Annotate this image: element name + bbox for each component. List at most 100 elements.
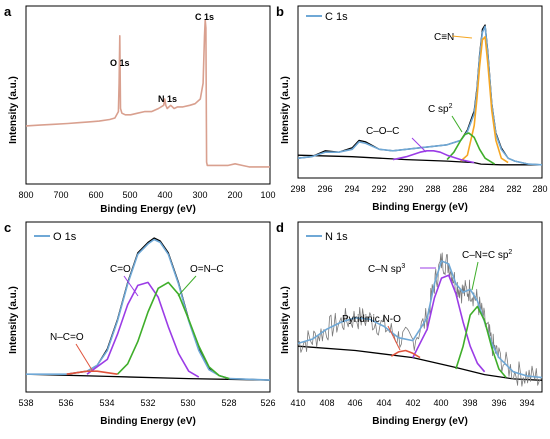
annotation-cnc: C–N=C sp2 (462, 249, 512, 261)
panel-letter-c: c (4, 220, 11, 235)
panel-letter-a: a (4, 4, 12, 19)
series-group-a (25, 19, 270, 168)
x-ticks-a: 800 700 600 500 400 300 200 100 (18, 190, 275, 200)
x-tick-c-2: 534 (99, 398, 114, 408)
series-line-d-1 (297, 252, 543, 387)
x-axis-label-b: Binding Energy (eV) (372, 202, 468, 213)
series-line-d-5 (390, 349, 421, 359)
panel-c: c Intensity (a.u.) O 1s 538 536 534 532 … (4, 220, 276, 427)
series-line-c-5 (66, 370, 118, 375)
x-axis-label-d: Binding Energy (eV) (372, 416, 468, 427)
x-tick-d-4: 402 (405, 398, 420, 408)
x-tick-b-5: 288 (425, 184, 440, 194)
x-tick-c-1: 536 (58, 398, 73, 408)
annotation-co: C=O (110, 264, 131, 275)
x-tick-b-4: 290 (398, 184, 413, 194)
x-tick-b-8: 282 (506, 184, 521, 194)
series-line-c-1 (26, 237, 271, 381)
panel-letter-b: b (276, 4, 284, 19)
series-line-b-1 (297, 24, 543, 166)
series-line-b-2 (297, 25, 543, 166)
x-tick-a-3: 500 (122, 190, 137, 200)
x-tick-d-0: 410 (290, 398, 305, 408)
x-axis-label-c: Binding Energy (eV) (100, 416, 196, 427)
annotation-coc-pointer (411, 137, 427, 153)
annotation-pyridinic: Pyridinic N-O (342, 314, 401, 325)
legend-d: N 1s (306, 231, 348, 243)
x-tick-b-7: 284 (479, 184, 494, 194)
plot-frame-c (25, 221, 271, 393)
x-tick-c-5: 528 (221, 398, 236, 408)
annotation-co-pointer (123, 275, 139, 297)
x-ticks-b: 298 296 294 292 290 288 286 284 282 280 (290, 184, 547, 194)
panel-d: d Intensity (a.u.) N 1s 410 408 406 404 … (276, 220, 543, 427)
annotation-cnsp3: C–N sp3 (368, 263, 405, 275)
y-axis-label-d: Intensity (a.u.) (280, 286, 291, 354)
legend-b: C 1s (306, 11, 348, 23)
annotation-pyridinic-pointer (387, 325, 401, 351)
x-tick-d-3: 404 (376, 398, 391, 408)
x-ticks-d: 410 408 406 404 402 400 398 396 394 (290, 398, 534, 408)
annotation-nco: N–C=O (50, 332, 84, 343)
annotation-onc-pointer (177, 275, 197, 297)
series-line-b-5 (392, 150, 475, 164)
annotation-nco-pointer (75, 343, 93, 371)
x-tick-d-1: 408 (319, 398, 334, 408)
series-line-d-3 (412, 274, 486, 373)
x-axis-label-a: Binding Energy (eV) (100, 204, 196, 215)
x-tick-d-6: 398 (462, 398, 477, 408)
y-axis-label-a: Intensity (a.u.) (8, 76, 19, 144)
plot-frame-a (25, 5, 271, 185)
y-axis-label-c: Intensity (a.u.) (8, 286, 19, 354)
x-tick-c-3: 532 (140, 398, 155, 408)
x-tick-d-2: 406 (347, 398, 362, 408)
x-ticks-c: 538 536 534 532 530 528 526 (18, 398, 275, 408)
series-line-b-4 (446, 132, 496, 165)
series-group-c (25, 237, 271, 381)
annotation-cnc-main: C–N=C sp (462, 250, 509, 261)
series-group-b (297, 24, 543, 166)
series-group-d (297, 252, 543, 387)
panel-b: b Intensity (a.u.) C 1s 298 296 294 292 … (276, 4, 548, 213)
annotation-csp2-pointer (451, 115, 463, 133)
legend-label-d: N 1s (325, 231, 348, 243)
x-tick-b-0: 298 (290, 184, 305, 194)
series-line-d-4 (455, 305, 507, 379)
x-tick-b-6: 286 (452, 184, 467, 194)
annotation-csp2-main: C sp (428, 104, 449, 115)
series-line-a-0 (25, 19, 270, 168)
plot-frame-b (297, 5, 543, 179)
annotation-csp2: C sp2 (428, 103, 453, 115)
annotation-cnsp3-sup: 3 (401, 263, 405, 270)
annotation-cn: C≡N (434, 32, 454, 43)
series-line-c-4 (116, 281, 230, 380)
x-tick-a-5: 300 (192, 190, 207, 200)
series-line-c-3 (86, 281, 200, 378)
annotation-coc: C–O–C (366, 126, 399, 137)
plot-frame-d (297, 221, 543, 393)
x-tick-a-2: 600 (88, 190, 103, 200)
series-line-b-0 (297, 154, 542, 166)
series-line-b-3 (460, 35, 509, 164)
annotation-cn-pointer (451, 35, 473, 39)
x-tick-a-6: 200 (227, 190, 242, 200)
annotation-o1s: O 1s (110, 58, 130, 68)
series-line-d-2 (297, 260, 543, 379)
x-tick-a-1: 700 (53, 190, 68, 200)
x-tick-c-6: 526 (260, 398, 275, 408)
legend-label-b: C 1s (325, 11, 348, 23)
annotation-csp2-sup: 2 (449, 103, 453, 110)
panel-letter-d: d (276, 220, 284, 235)
x-tick-a-0: 800 (18, 190, 33, 200)
x-tick-b-2: 294 (344, 184, 359, 194)
series-line-c-2 (26, 238, 271, 381)
x-tick-c-4: 530 (180, 398, 195, 408)
panel-a: a Intensity (a.u.) 800 700 600 500 400 3… (4, 4, 276, 215)
legend-label-c: O 1s (53, 231, 77, 243)
y-axis-label-b: Intensity (a.u.) (280, 76, 291, 144)
x-tick-b-1: 296 (317, 184, 332, 194)
x-tick-a-7: 100 (260, 190, 275, 200)
annotation-cnsp3-main: C–N sp (368, 264, 402, 275)
x-tick-c-0: 538 (18, 398, 33, 408)
